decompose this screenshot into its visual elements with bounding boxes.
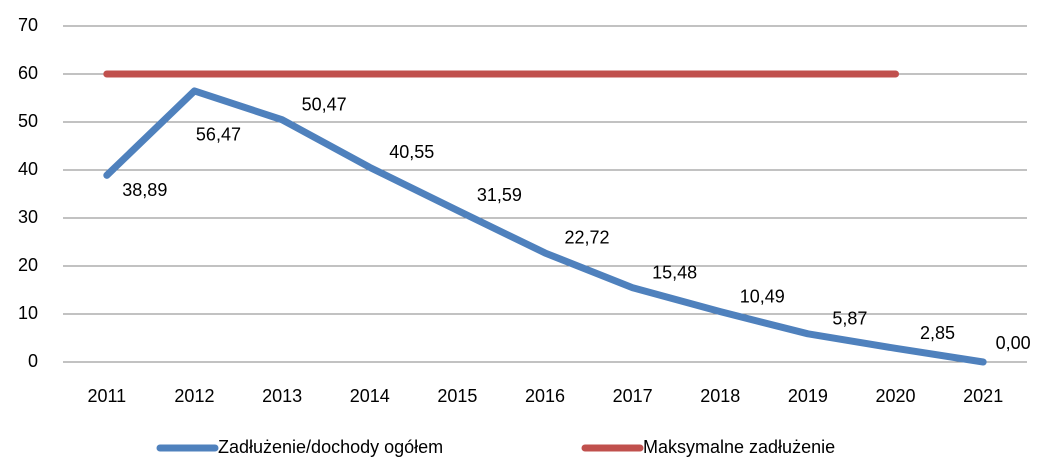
y-tick-label: 50	[18, 111, 38, 131]
data-label: 15,48	[652, 262, 697, 282]
x-tick-label: 2011	[87, 386, 126, 406]
data-label: 31,59	[477, 185, 522, 205]
x-tick-label: 2019	[788, 386, 828, 406]
data-label: 10,49	[740, 286, 785, 306]
data-label: 40,55	[389, 142, 434, 162]
series-line	[103, 87, 987, 366]
y-tick-label: 70	[18, 15, 38, 35]
x-tick-label: 2012	[174, 386, 214, 406]
x-tick-label: 2016	[525, 386, 565, 406]
x-tick-label: 2021	[963, 386, 1003, 406]
legend-label: Zadłużenie/dochody ogółem	[218, 437, 443, 457]
data-label: 2,85	[920, 323, 955, 343]
data-label: 0,00	[996, 333, 1031, 353]
y-tick-label: 30	[18, 207, 38, 227]
x-tick-label: 2017	[613, 386, 653, 406]
x-tick-label: 2018	[700, 386, 740, 406]
y-tick-label: 10	[18, 303, 38, 323]
y-tick-label: 20	[18, 255, 38, 275]
legend-label: Maksymalne zadłużenie	[643, 437, 835, 457]
data-label: 56,47	[196, 125, 241, 145]
y-tick-label: 0	[28, 351, 38, 371]
x-tick-label: 2020	[876, 386, 916, 406]
x-tick-label: 2014	[350, 386, 390, 406]
data-label: 38,89	[122, 180, 167, 200]
x-tick-label: 2013	[262, 386, 302, 406]
data-label: 22,72	[564, 228, 609, 248]
y-tick-label: 60	[18, 63, 38, 83]
x-tick-label: 2015	[437, 386, 477, 406]
data-label: 5,87	[832, 309, 867, 329]
data-label: 50,47	[302, 94, 347, 114]
y-tick-label: 40	[18, 159, 38, 179]
